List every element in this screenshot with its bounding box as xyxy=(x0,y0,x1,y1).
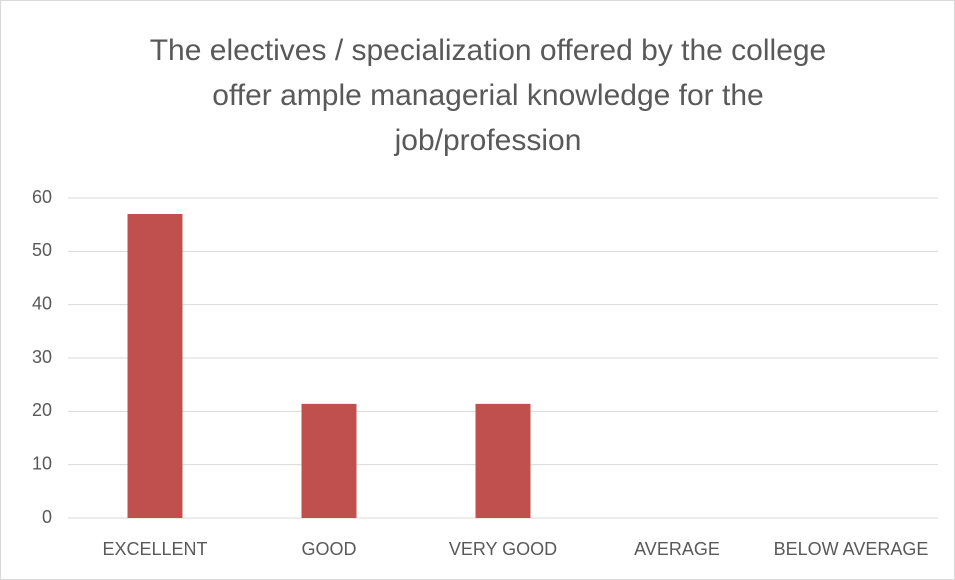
bar xyxy=(301,403,357,518)
x-tick-label: VERY GOOD xyxy=(449,539,557,559)
x-tick-label: BELOW AVERAGE xyxy=(774,539,929,559)
y-tick-label: 0 xyxy=(42,507,52,527)
y-tick-label: 40 xyxy=(32,293,52,313)
x-tick-label: EXCELLENT xyxy=(102,539,207,559)
x-tick-label: AVERAGE xyxy=(634,539,720,559)
y-tick-label: 60 xyxy=(32,187,52,207)
y-tick-label: 50 xyxy=(32,240,52,260)
bar xyxy=(475,403,531,518)
y-tick-label: 30 xyxy=(32,347,52,367)
y-tick-label: 10 xyxy=(32,453,52,473)
x-tick-label: GOOD xyxy=(301,539,356,559)
chart-title: The electives / specialization offered b… xyxy=(149,34,827,157)
bar xyxy=(127,214,183,518)
y-tick-label: 20 xyxy=(32,400,52,420)
